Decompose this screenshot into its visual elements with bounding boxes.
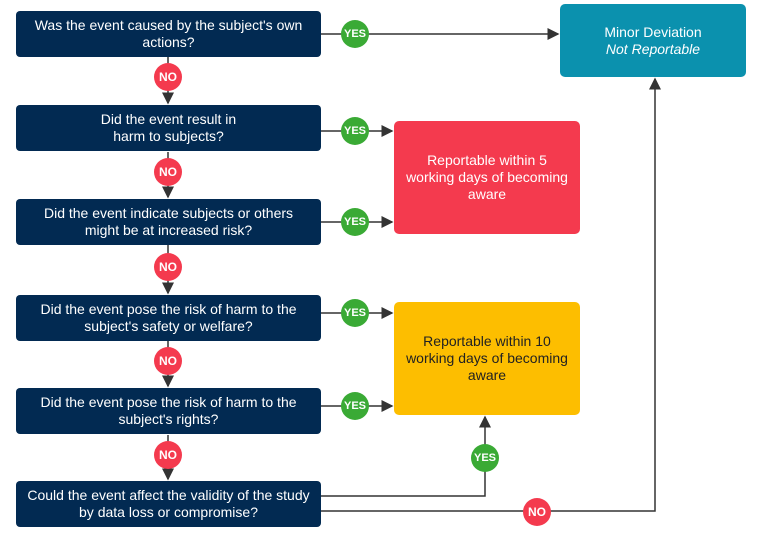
outcome-text: Reportable within 5 working days of beco… — [406, 152, 568, 202]
question-rights: Did the event pose the risk of harm to t… — [16, 388, 321, 434]
outcome-reportable-5-days: Reportable within 5 working days of beco… — [394, 121, 580, 234]
yes-badge: YES — [341, 208, 369, 236]
no-badge: NO — [154, 158, 182, 186]
no-badge: NO — [154, 253, 182, 281]
question-data-validity: Could the event affect the validity of t… — [16, 481, 321, 527]
outcome-text: Reportable within 10 working days of bec… — [406, 333, 568, 383]
yes-badge: YES — [341, 20, 369, 48]
yes-badge: YES — [341, 299, 369, 327]
yes-badge: YES — [341, 392, 369, 420]
no-badge: NO — [154, 63, 182, 91]
outcome-reportable-10-days: Reportable within 10 working days of bec… — [394, 302, 580, 415]
no-badge: NO — [154, 441, 182, 469]
no-badge: NO — [523, 498, 551, 526]
question-increased-risk: Did the event indicate subjects or other… — [16, 199, 321, 245]
no-badge: NO — [154, 347, 182, 375]
outcome-subtitle: Not Reportable — [605, 40, 701, 57]
outcome-minor-deviation: Minor Deviation Not Reportable — [560, 4, 746, 77]
yes-badge: YES — [341, 117, 369, 145]
question-own-actions: Was the event caused by the subject's ow… — [16, 11, 321, 57]
question-safety-welfare: Did the event pose the risk of harm to t… — [16, 295, 321, 341]
yes-badge: YES — [471, 444, 499, 472]
outcome-title: Minor Deviation — [604, 23, 702, 40]
question-harm-to-subjects: Did the event result in harm to subjects… — [16, 105, 321, 151]
